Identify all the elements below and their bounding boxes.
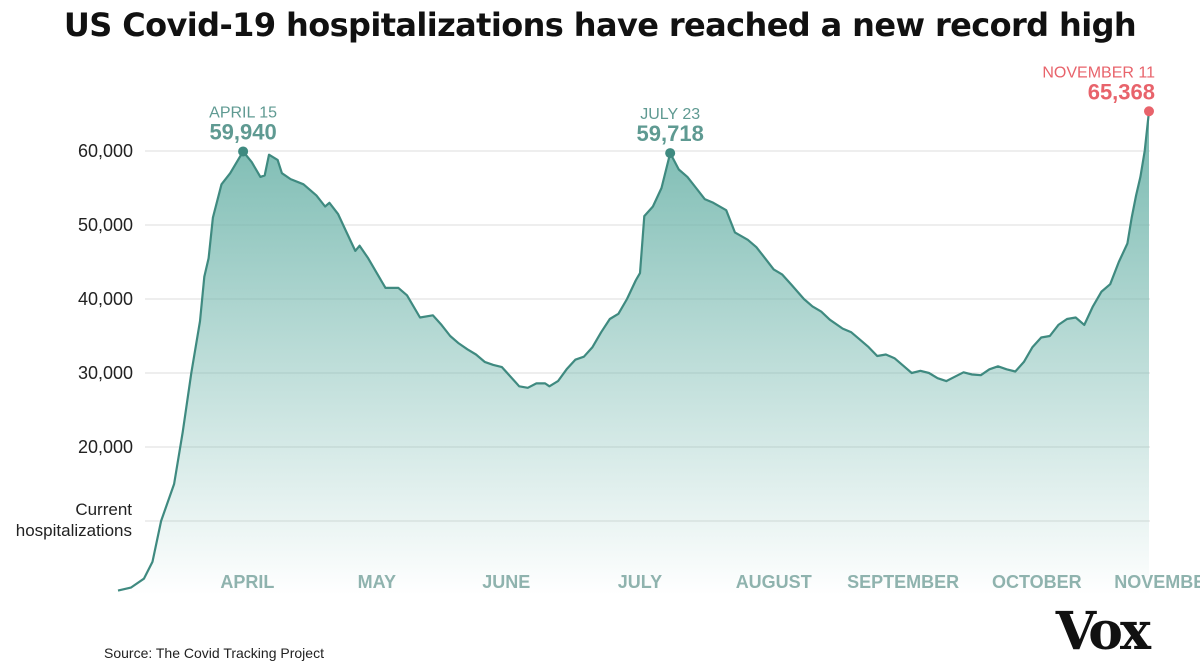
x-tick-label: APRIL	[220, 572, 274, 592]
x-tick-label: SEPTEMBER	[847, 572, 959, 592]
x-tick-label: NOVEMBER	[1114, 572, 1200, 592]
annotation-value: 65,368	[1088, 79, 1155, 104]
area-fill	[118, 111, 1149, 596]
y-axis: 20,000 30,000 40,000 50,000 60,000	[78, 141, 133, 457]
y-tick-label: 40,000	[78, 289, 133, 309]
annotation-dot	[1144, 106, 1154, 117]
x-tick-label: JUNE	[482, 572, 530, 592]
x-axis: APRIL MAY JUNE JULY AUGUST SEPTEMBER OCTOBER NO…	[220, 572, 1200, 592]
source-note: Source: The Covid Tracking Project	[104, 645, 324, 661]
x-tick-label: AUGUST	[736, 572, 812, 592]
vox-logo: Vox	[1055, 601, 1151, 662]
y-axis-label: Current hospitalizations	[16, 500, 133, 540]
y-tick-label: 60,000	[78, 141, 133, 161]
chart-title: US Covid-19 hospitalizations have reache…	[63, 6, 1137, 44]
annotation-value: 59,940	[209, 119, 276, 144]
x-tick-label: MAY	[358, 572, 396, 592]
annotation-date: NOVEMBER 11	[1042, 64, 1155, 81]
annotation-dot	[665, 148, 676, 159]
y-tick-label: 50,000	[78, 215, 133, 235]
series-line	[117, 111, 1151, 592]
y-tick-label: 20,000	[78, 437, 133, 457]
annotation-value: 59,718	[637, 121, 704, 146]
x-tick-label: OCTOBER	[992, 572, 1082, 592]
annotation-date: APRIL 15	[209, 104, 277, 121]
x-tick-label: JULY	[618, 572, 662, 592]
annotation-dot	[238, 146, 249, 157]
y-tick-label: 30,000	[78, 363, 133, 383]
annotation-date: JULY 23	[640, 106, 700, 123]
